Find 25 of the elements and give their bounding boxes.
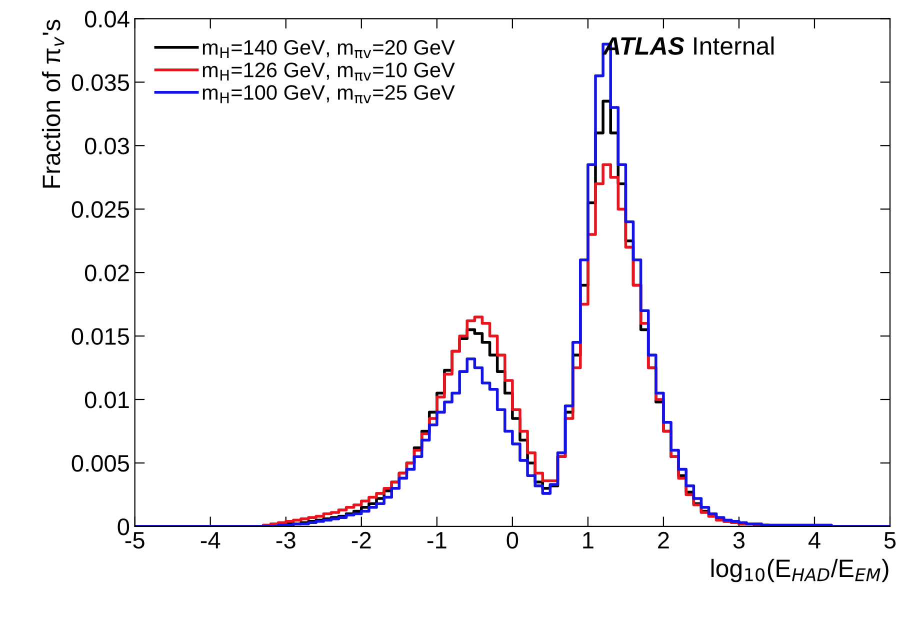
y-tick-label: 0.035 [72, 74, 130, 91]
x-tick-label: 0 [506, 532, 518, 549]
x-axis-title: log$_{10}$(E$_{HAD}$/E$_{EM}$) [711, 558, 888, 582]
x-tick-label: -1 [427, 532, 446, 548]
y-tick-label: 0.03 [84, 138, 129, 154]
x-tick-label: 2 [658, 532, 669, 548]
legend-label: m$_{H}$=140 GeV, m$_{πv}$=20 GeV [202, 40, 455, 58]
legend-label: m$_{H}$=100 GeV, m$_{πv}$=25 GeV [202, 85, 455, 104]
x-tick-label: -3 [276, 532, 296, 549]
x-tick-label: -2 [352, 532, 371, 548]
legend-label: m$_{H}$=126 GeV, m$_{πv}$=10 GeV [202, 62, 455, 81]
x-tick-label: 1 [583, 532, 594, 548]
y-tick-label: 0.04 [84, 10, 130, 28]
y-tick-label: 0.005 [72, 455, 130, 472]
y-tick-label: 0.015 [72, 328, 130, 345]
x-tick-label: -4 [200, 532, 220, 548]
y-tick-label: 0.025 [72, 201, 130, 218]
y-tick-label: 0.01 [84, 392, 129, 408]
y-axis-title: Fraction of π$_{v}$'s [42, 20, 64, 188]
x-tick-label: 3 [733, 532, 745, 549]
x-tick-label: 4 [808, 532, 820, 548]
annotation: ATLAS [602, 37, 684, 55]
y-tick-label: 0.02 [84, 264, 129, 282]
x-tick-label: 5 [884, 532, 896, 549]
annotation: Internal [694, 36, 774, 55]
